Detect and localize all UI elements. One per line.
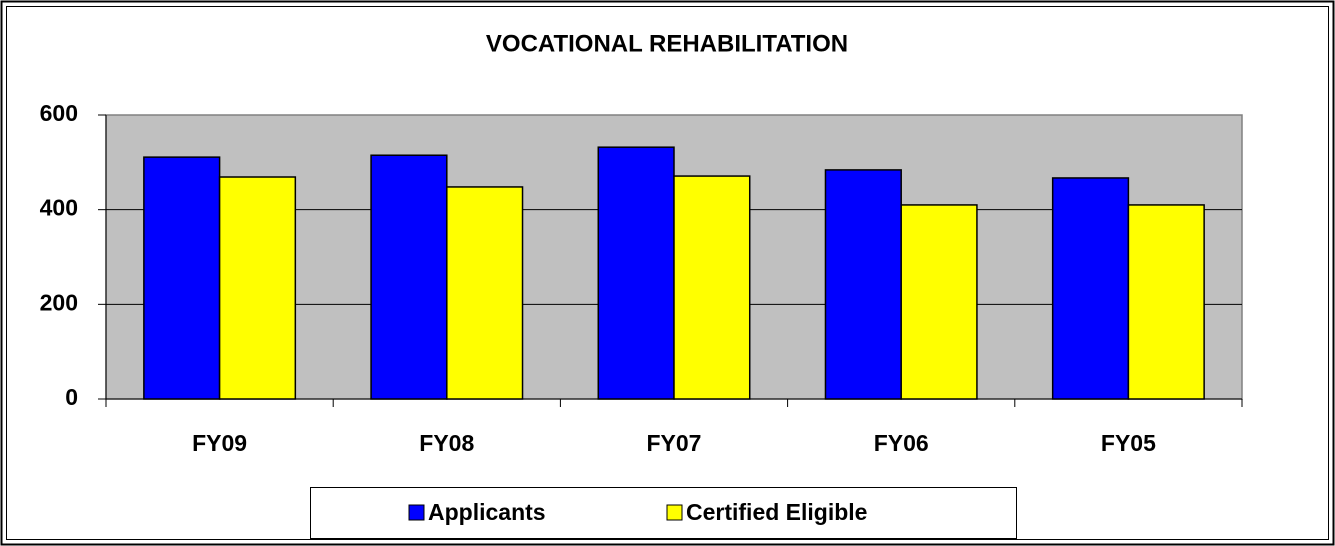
- legend-label: Certified Eligible: [686, 499, 867, 525]
- y-tick-label: 600: [40, 100, 78, 126]
- bar: [597, 146, 675, 400]
- bar: [1051, 177, 1130, 400]
- bar: [824, 169, 902, 400]
- y-tick-label: 400: [40, 195, 78, 221]
- x-tick-label: FY07: [647, 430, 702, 456]
- y-tick-label: 0: [65, 384, 78, 410]
- bar: [218, 176, 297, 400]
- x-tick-label: FY06: [874, 430, 929, 456]
- chart-title: VOCATIONAL REHABILITATION: [486, 30, 848, 57]
- x-tick-label: FY08: [419, 430, 474, 456]
- bar: [1127, 204, 1205, 400]
- legend-box: [310, 487, 1017, 539]
- bar: [900, 204, 978, 400]
- inner-border: [6, 6, 1329, 540]
- bar: [446, 186, 524, 400]
- x-tick-label: FY09: [192, 430, 247, 456]
- bar: [370, 154, 448, 400]
- bar: [143, 156, 221, 400]
- bar: [673, 175, 751, 400]
- legend-swatch: [666, 504, 683, 521]
- y-tick-label: 200: [40, 289, 78, 315]
- legend-label: Applicants: [428, 499, 546, 525]
- x-tick-label: FY05: [1101, 430, 1156, 456]
- legend-swatch: [408, 504, 425, 521]
